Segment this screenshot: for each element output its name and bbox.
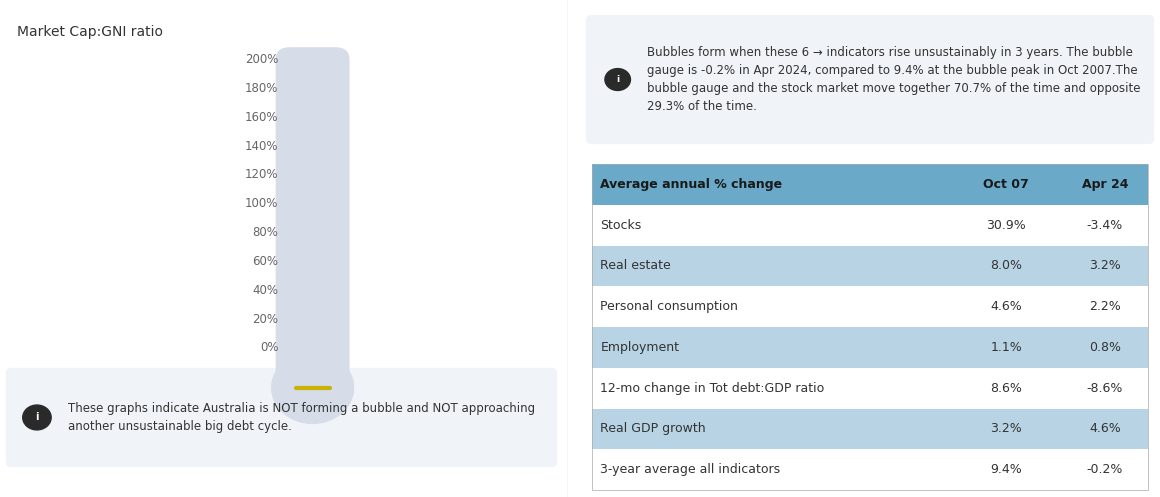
Text: 60%: 60% bbox=[253, 255, 278, 268]
Text: 2.2%: 2.2% bbox=[1089, 300, 1121, 313]
Text: -3.4%: -3.4% bbox=[1087, 219, 1123, 232]
Text: 140%: 140% bbox=[245, 140, 278, 153]
Text: 1.1%: 1.1% bbox=[991, 341, 1022, 354]
Text: These graphs indicate Australia is NOT forming a bubble and NOT approaching
anot: These graphs indicate Australia is NOT f… bbox=[68, 402, 535, 433]
Text: 100%: 100% bbox=[245, 197, 278, 210]
Text: 3.2%: 3.2% bbox=[1089, 259, 1121, 272]
Text: 8.0%: 8.0% bbox=[991, 259, 1022, 272]
FancyBboxPatch shape bbox=[592, 449, 1148, 490]
FancyBboxPatch shape bbox=[592, 164, 1148, 205]
Text: Apr 24: Apr 24 bbox=[1081, 178, 1129, 191]
Text: 9.4%: 9.4% bbox=[991, 463, 1022, 476]
Text: i: i bbox=[35, 413, 38, 422]
Text: 4.6%: 4.6% bbox=[1089, 422, 1121, 435]
Text: 0%: 0% bbox=[260, 341, 278, 354]
Text: Real estate: Real estate bbox=[601, 259, 670, 272]
Text: Oct 07: Oct 07 bbox=[984, 178, 1029, 191]
FancyBboxPatch shape bbox=[586, 15, 1154, 144]
Text: Real GDP growth: Real GDP growth bbox=[601, 422, 706, 435]
Text: Bubbles form when these 6 → indicators rise unsustainably in 3 years. The bubble: Bubbles form when these 6 → indicators r… bbox=[647, 46, 1140, 113]
FancyBboxPatch shape bbox=[592, 327, 1148, 368]
Text: -0.2%: -0.2% bbox=[1087, 463, 1123, 476]
FancyBboxPatch shape bbox=[592, 205, 1148, 246]
Text: 3.2%: 3.2% bbox=[991, 422, 1022, 435]
Text: 8.6%: 8.6% bbox=[991, 382, 1022, 395]
FancyBboxPatch shape bbox=[592, 286, 1148, 327]
Text: 0.8%: 0.8% bbox=[1089, 341, 1121, 354]
Text: 12-mo change in Tot debt:GDP ratio: 12-mo change in Tot debt:GDP ratio bbox=[601, 382, 825, 395]
Circle shape bbox=[271, 352, 354, 423]
Text: 200%: 200% bbox=[245, 53, 278, 66]
Text: -8.6%: -8.6% bbox=[1087, 382, 1123, 395]
Text: 160%: 160% bbox=[245, 111, 278, 124]
FancyBboxPatch shape bbox=[592, 409, 1148, 449]
Text: 3-year average all indicators: 3-year average all indicators bbox=[601, 463, 781, 476]
FancyBboxPatch shape bbox=[6, 368, 557, 467]
Text: Market Cap:GNI ratio: Market Cap:GNI ratio bbox=[17, 25, 164, 39]
Text: 20%: 20% bbox=[253, 313, 278, 326]
Text: i: i bbox=[616, 75, 619, 84]
FancyBboxPatch shape bbox=[592, 246, 1148, 286]
Circle shape bbox=[23, 405, 51, 430]
FancyBboxPatch shape bbox=[276, 47, 349, 400]
Text: 40%: 40% bbox=[253, 284, 278, 297]
Text: 120%: 120% bbox=[245, 168, 278, 181]
Text: Average annual % change: Average annual % change bbox=[601, 178, 783, 191]
Circle shape bbox=[606, 69, 631, 90]
Text: Personal consumption: Personal consumption bbox=[601, 300, 738, 313]
Text: 4.6%: 4.6% bbox=[991, 300, 1022, 313]
Text: Employment: Employment bbox=[601, 341, 680, 354]
Text: 180%: 180% bbox=[245, 82, 278, 95]
Text: 30.9%: 30.9% bbox=[986, 219, 1027, 232]
FancyBboxPatch shape bbox=[592, 368, 1148, 409]
Text: Stocks: Stocks bbox=[601, 219, 641, 232]
Text: 80%: 80% bbox=[253, 226, 278, 239]
